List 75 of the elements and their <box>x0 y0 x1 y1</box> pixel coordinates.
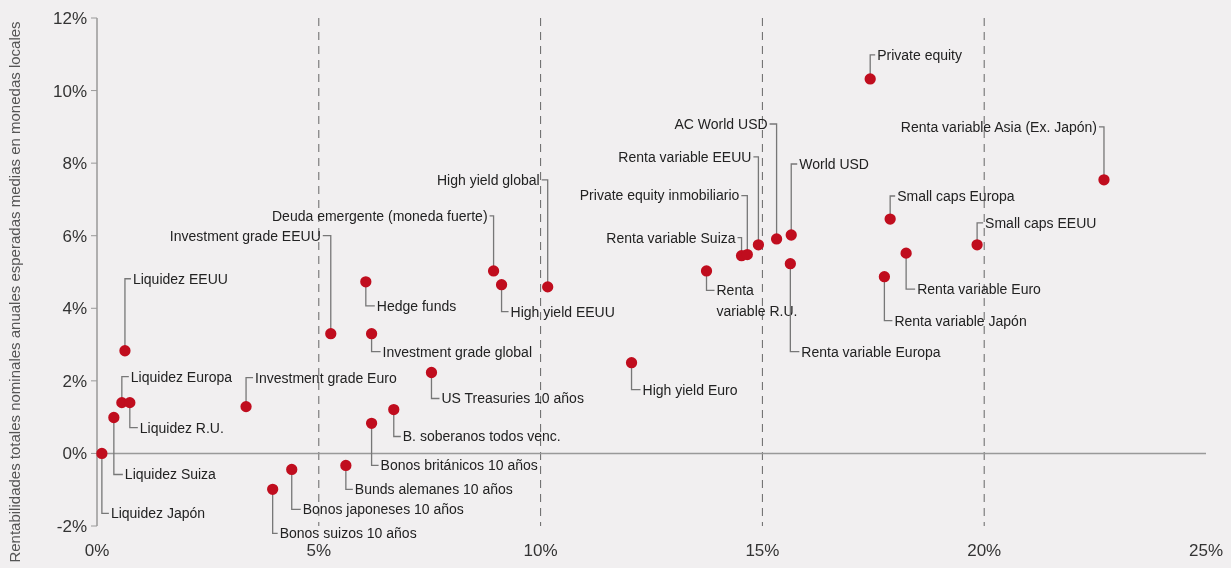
x-tick-label: 25% <box>1188 541 1224 560</box>
point <box>365 328 378 340</box>
annotation: Liquidez Europa <box>130 368 233 385</box>
annotation: World USD <box>799 155 869 172</box>
annotation: Small caps EEUU <box>985 214 1097 231</box>
y-tick-label: 0% <box>62 444 87 464</box>
point <box>124 397 136 409</box>
point <box>752 239 765 251</box>
y-tick-label: 4% <box>62 299 87 319</box>
annotation: B. soberanos todos venc. <box>402 428 561 445</box>
y-tick-label: 8% <box>62 154 87 174</box>
annotation: High yield EEUU <box>510 303 615 320</box>
annotation: US Treasuries 10 años <box>441 390 584 407</box>
point <box>700 265 713 277</box>
annotation: Hedge funds <box>376 297 457 314</box>
point <box>360 276 372 288</box>
annotation: Private equity <box>877 46 963 63</box>
x-tick-label: 5% <box>306 541 332 560</box>
point <box>340 459 352 472</box>
point <box>96 447 108 460</box>
point <box>625 357 638 369</box>
y-axis-title: Rentabilidades totales nominales anuales esperadas medias en monedas locales <box>6 21 23 563</box>
x-tick-label: 15% <box>745 541 780 560</box>
point <box>388 403 400 416</box>
point <box>325 328 337 340</box>
point <box>1098 174 1110 186</box>
x-tick-label: 10% <box>523 541 558 560</box>
annotation: Deuda emergente (moneda fuerte) <box>272 207 488 224</box>
annotation: Bonos británicos 10 años <box>380 457 538 474</box>
point <box>542 281 554 293</box>
point <box>240 400 252 413</box>
point <box>785 229 797 241</box>
point <box>864 73 876 85</box>
annotation: Investment grade global <box>382 343 533 360</box>
annotation: AC World USD <box>674 115 768 132</box>
annotation: Renta variable Euro <box>917 281 1042 298</box>
annotation: Liquidez EEUU <box>132 270 228 287</box>
y-tick-label: 2% <box>62 371 87 391</box>
y-tick-label: 12% <box>52 8 87 28</box>
annotation: Liquidez R.U. <box>139 419 224 436</box>
point <box>108 411 120 424</box>
annotation: Renta variable Suiza <box>606 229 736 246</box>
point <box>770 233 783 245</box>
annotation: Renta variable Asia (Ex. Japón) <box>900 118 1097 135</box>
point <box>286 463 298 476</box>
annotation: Liquidez Suiza <box>124 466 217 483</box>
annotation: Investment grade EEUU <box>169 227 321 244</box>
annotation: Renta variable Japón <box>894 312 1027 329</box>
annotation: Liquidez Japón <box>110 505 206 522</box>
annotation: Private equity inmobiliario <box>579 187 740 204</box>
annotation: Bunds alemanes 10 años <box>354 481 513 498</box>
annotation: High yield global <box>436 171 540 188</box>
point <box>971 239 983 251</box>
point <box>425 366 438 379</box>
point <box>884 213 896 225</box>
annotation: Bonos suizos 10 años <box>279 525 417 542</box>
point <box>878 271 891 283</box>
annotation: High yield Euro <box>642 381 738 398</box>
x-tick-label: 20% <box>967 541 1002 560</box>
point <box>900 247 912 259</box>
annotation: Small caps Europa <box>897 187 1015 204</box>
y-tick-label: 10% <box>52 81 87 101</box>
point <box>487 265 500 277</box>
point <box>119 345 131 357</box>
x-tick-label: 0% <box>84 541 110 560</box>
annotation: Bonos japoneses 10 años <box>302 501 464 518</box>
point <box>784 258 796 270</box>
y-tick-label: -2% <box>56 516 87 536</box>
annotation: Renta variable EEUU <box>618 148 752 165</box>
y-tick-label: 6% <box>62 226 87 246</box>
annotation: Investment grade Euro <box>255 369 397 386</box>
point <box>495 279 508 291</box>
annotation: Renta variable Europa <box>801 343 941 360</box>
point <box>365 417 378 429</box>
point <box>267 483 279 495</box>
